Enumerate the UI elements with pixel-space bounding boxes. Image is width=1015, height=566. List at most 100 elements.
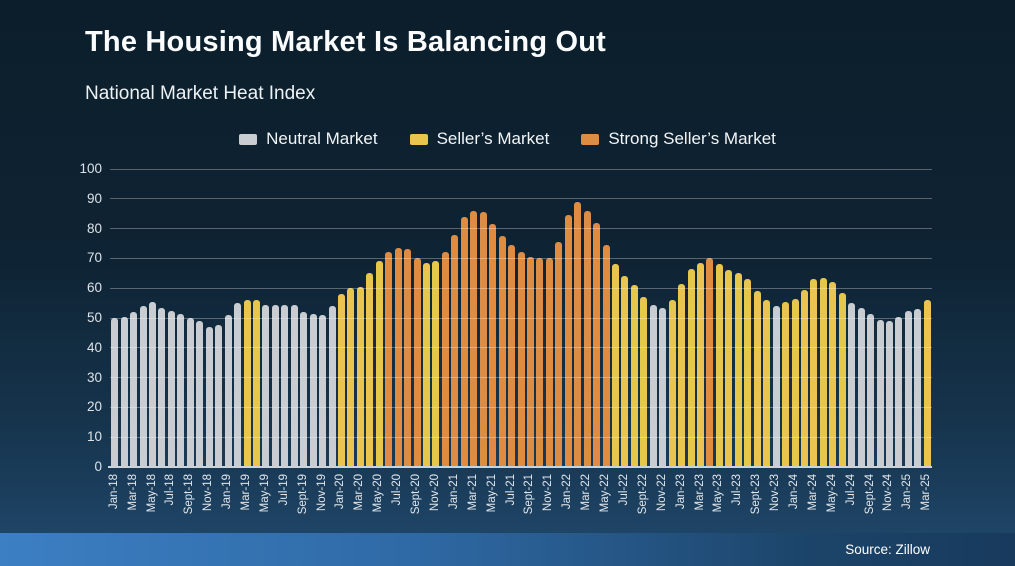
bar-Nov-22 xyxy=(659,307,667,467)
bar-Mar-24 xyxy=(810,279,818,467)
bar-Nov-19 xyxy=(319,315,327,467)
x-axis-label: Nov-21 xyxy=(542,474,555,512)
bar-Mar-22 xyxy=(583,210,591,467)
bar-Jan-22 xyxy=(564,215,572,467)
gridline xyxy=(110,168,932,170)
y-axis-label: 80 xyxy=(86,220,102,236)
y-axis-label: 70 xyxy=(86,250,102,266)
bar-Mar-18 xyxy=(130,312,138,467)
x-axis-label: Jan-18 xyxy=(107,474,120,510)
bar-Jan-18 xyxy=(111,318,119,467)
bar-May-19 xyxy=(262,304,270,467)
bar-May-21 xyxy=(489,224,497,467)
x-axis-label: Sept-18 xyxy=(183,474,196,515)
seller-market-swatch-icon xyxy=(409,133,428,145)
x-axis-label: Mar-22 xyxy=(580,474,593,511)
x-axis-label: Mar-24 xyxy=(806,474,819,511)
x-axis-label: Nov-19 xyxy=(315,474,328,512)
x-axis-label: Jan-24 xyxy=(788,474,800,510)
bar-Jun-22 xyxy=(611,264,619,467)
bar-Apr-23 xyxy=(706,258,714,467)
bar-Feb-24 xyxy=(800,289,808,467)
bar-Sept-19 xyxy=(300,312,308,467)
x-axis-label: Sept-21 xyxy=(523,474,536,515)
legend-label: Neutral Market xyxy=(266,129,378,148)
x-axis-label: Jul-19 xyxy=(277,474,290,506)
gridline xyxy=(110,406,932,408)
bar-Aug-23 xyxy=(744,279,752,467)
y-axis-label: 90 xyxy=(86,190,102,206)
gridline xyxy=(110,377,932,379)
x-axis-label: Jan-23 xyxy=(674,474,687,510)
bar-May-23 xyxy=(715,264,723,467)
y-axis-label: 50 xyxy=(86,310,102,325)
x-axis-label: Nov-24 xyxy=(882,474,895,512)
bar-Apr-24 xyxy=(819,277,827,467)
bar-Aug-24 xyxy=(857,307,865,467)
x-axis-label: Mar-23 xyxy=(693,474,706,511)
x-axis-line xyxy=(108,466,932,468)
bar-Sept-24 xyxy=(867,313,875,467)
x-axis-label: Jan-21 xyxy=(447,474,460,510)
bar-Feb-21 xyxy=(460,216,468,467)
bar-Aug-21 xyxy=(517,252,525,467)
bar-Sept-18 xyxy=(186,318,194,467)
bar-Jul-21 xyxy=(508,245,516,467)
bar-Feb-23 xyxy=(687,268,695,467)
bar-Oct-20 xyxy=(423,262,431,467)
legend: Neutral Market Seller’s Market Strong Se… xyxy=(0,129,1015,149)
bar-Nov-24 xyxy=(885,320,893,467)
bar-Dec-23 xyxy=(782,301,790,467)
x-axis-label: Mar-19 xyxy=(240,474,252,511)
bar-Apr-18 xyxy=(139,306,147,467)
bar-Sept-20 xyxy=(413,258,421,467)
bar-Dec-24 xyxy=(895,316,903,467)
bar-Feb-19 xyxy=(234,303,242,467)
y-axis-label: 20 xyxy=(86,399,102,415)
x-axis-label: May-23 xyxy=(712,474,725,513)
y-axis-label: 100 xyxy=(79,161,102,176)
x-axis-label: May-21 xyxy=(485,474,498,513)
bar-Apr-21 xyxy=(479,212,487,467)
bar-Jun-20 xyxy=(385,252,393,467)
bar-Dec-20 xyxy=(441,252,449,467)
bar-Feb-22 xyxy=(574,201,582,467)
legend-item-neutral: Neutral Market xyxy=(239,129,378,149)
x-axis-label: Sept-23 xyxy=(750,474,763,515)
x-axis-label: Jan-19 xyxy=(221,474,234,510)
bar-Jul-18 xyxy=(167,310,175,467)
x-axis-label: Mar-18 xyxy=(126,474,139,511)
bar-Jun-23 xyxy=(725,270,733,467)
bar-Mar-19 xyxy=(243,300,251,467)
y-axis-label: 40 xyxy=(86,339,102,355)
y-axis-label: 30 xyxy=(86,369,102,385)
x-axis-label: Sept-19 xyxy=(296,474,309,515)
bar-Jun-19 xyxy=(271,304,279,467)
bar-Oct-24 xyxy=(876,319,884,467)
gridline xyxy=(110,317,932,319)
bar-May-24 xyxy=(829,282,837,467)
bar-Dec-19 xyxy=(328,306,336,467)
legend-item-strong-seller: Strong Seller’s Market xyxy=(581,129,776,149)
bar-Jun-21 xyxy=(498,236,506,467)
x-axis-label: Jul-24 xyxy=(844,474,857,506)
x-axis-label: May-22 xyxy=(599,474,612,513)
x-axis-label: Jul-22 xyxy=(617,474,630,506)
x-axis-label: Nov-20 xyxy=(428,474,441,512)
x-axis-label: Sept-20 xyxy=(410,474,423,515)
source-text: Source: Zillow xyxy=(845,542,930,557)
bar-Dec-22 xyxy=(668,300,676,467)
bar-Mar-20 xyxy=(356,286,364,467)
bar-Jan-24 xyxy=(791,298,799,467)
bar-Jan-20 xyxy=(337,294,345,467)
bar-Jul-19 xyxy=(281,304,289,467)
bar-Oct-18 xyxy=(196,320,204,467)
bar-Dec-18 xyxy=(215,325,223,467)
x-axis-label: May-18 xyxy=(145,474,158,513)
bar-Nov-23 xyxy=(772,306,780,467)
x-axis-label: Jan-20 xyxy=(334,474,347,510)
x-axis-label: Jan-22 xyxy=(561,474,574,510)
gridline xyxy=(110,436,932,438)
x-axis-label: Sept-22 xyxy=(636,474,649,515)
bar-Mar-23 xyxy=(697,262,705,467)
